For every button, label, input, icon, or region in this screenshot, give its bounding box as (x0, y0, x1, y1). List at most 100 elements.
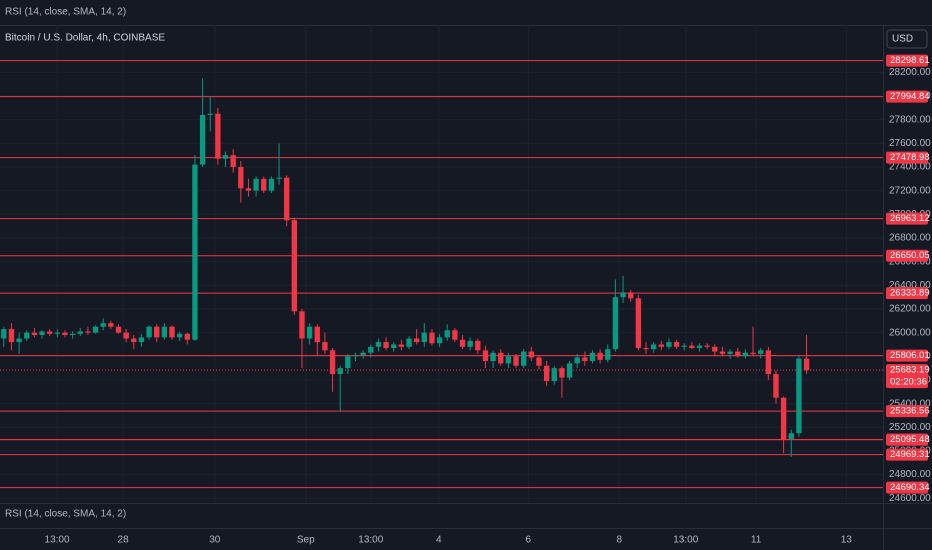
candle-body (689, 345, 695, 349)
y-tick-label: 27400.00 (889, 162, 931, 173)
candle-body (543, 365, 550, 382)
candle-body (238, 166, 244, 189)
candle-body (375, 342, 382, 347)
x-tick-label: 6 (525, 535, 531, 546)
candle-body (100, 323, 106, 327)
candle-body (505, 356, 512, 364)
candle-body (620, 292, 626, 298)
y-tick-label: 27800.00 (889, 114, 931, 125)
candle-body (429, 332, 435, 344)
price-label: 27994.84 (890, 91, 930, 102)
candle-body (8, 329, 15, 343)
candle-body (115, 326, 122, 333)
candle-body (696, 345, 703, 349)
candle-body (773, 374, 779, 398)
candle-body (712, 346, 718, 352)
currency-button[interactable] (886, 29, 928, 49)
candle-body (284, 177, 290, 221)
candle-body (85, 331, 91, 333)
candle-body (337, 368, 343, 375)
candle-body (673, 342, 680, 347)
candle-body (758, 350, 764, 354)
candle-body (230, 155, 236, 167)
candle-body (513, 356, 519, 366)
candle-body (169, 326, 175, 338)
candle-body (154, 326, 160, 338)
candle-body (566, 363, 573, 378)
candle-body (299, 311, 305, 339)
candle-body (207, 113, 213, 115)
y-tick-label: 26600.00 (889, 256, 931, 267)
x-tick-label: 4 (436, 535, 442, 546)
candle-body (597, 352, 603, 360)
candle-body (612, 297, 619, 350)
candle-body (803, 358, 810, 371)
candle-body (796, 358, 802, 434)
chart-title: Bitcoin / U.S. Dollar, 4h, COINBASE (5, 33, 165, 44)
candle-body (750, 352, 756, 354)
candle-body (62, 332, 68, 335)
y-tick-label: 24600.00 (889, 493, 931, 504)
candle-body (314, 326, 320, 343)
candle-body (123, 332, 129, 339)
candle-body (131, 338, 137, 343)
x-tick-label: 8 (616, 535, 622, 546)
candle-body (413, 338, 420, 343)
price-label-bg (886, 364, 928, 389)
candle-body (788, 433, 794, 440)
candle-body (360, 352, 366, 356)
candle-body (329, 350, 336, 375)
candle-body (268, 178, 275, 191)
candle-body (146, 326, 152, 338)
candle-body (582, 357, 588, 362)
y-tick-label: 26000.00 (889, 327, 931, 338)
candle-body (536, 357, 542, 366)
candle-body (528, 351, 535, 358)
candle-body (306, 326, 313, 339)
candle-body (452, 330, 458, 340)
price-label-bg (886, 151, 928, 164)
indicator-top: RSI (14, close, SMA, 14, 2) (5, 7, 126, 18)
price-label-bg (886, 349, 928, 362)
candle-body (352, 355, 359, 357)
candle-body (24, 332, 30, 339)
candle-body (658, 344, 664, 347)
y-tick-label: 27200.00 (889, 185, 931, 196)
candle-body (199, 114, 206, 165)
price-label-bg (886, 481, 928, 494)
candle-body (436, 337, 443, 344)
candle-body (138, 337, 145, 343)
candle-body (192, 164, 198, 340)
candle-body (459, 339, 466, 347)
candle-body (54, 332, 61, 334)
candle-body (444, 330, 450, 338)
y-tick-label: 25200.00 (889, 422, 931, 433)
candle-body (681, 345, 687, 347)
candle-body (635, 298, 642, 349)
candle-body (605, 349, 611, 360)
y-tick-label: 27600.00 (889, 138, 931, 149)
candle-body (253, 178, 259, 191)
candle-body (368, 346, 374, 353)
candle-body (31, 332, 38, 335)
candle-body (39, 331, 45, 335)
candle-body (176, 333, 183, 338)
candle-body (628, 292, 634, 299)
x-tick-label: 13:00 (358, 535, 383, 546)
countdown: 02:20:36 (890, 377, 927, 388)
candle-body (559, 368, 565, 378)
price-label-bg (886, 433, 928, 446)
candle-body (765, 350, 772, 375)
candle-body (383, 342, 389, 349)
candle-body (490, 352, 496, 362)
price-label: 25683.19 (890, 365, 930, 376)
price-label: 26963.12 (890, 213, 930, 224)
candle-body (475, 340, 481, 351)
y-tick-label: 28200.00 (889, 67, 931, 78)
candle-body (589, 352, 596, 362)
candle-body (727, 351, 733, 354)
candle-body (498, 352, 504, 364)
candle-body (276, 177, 282, 179)
